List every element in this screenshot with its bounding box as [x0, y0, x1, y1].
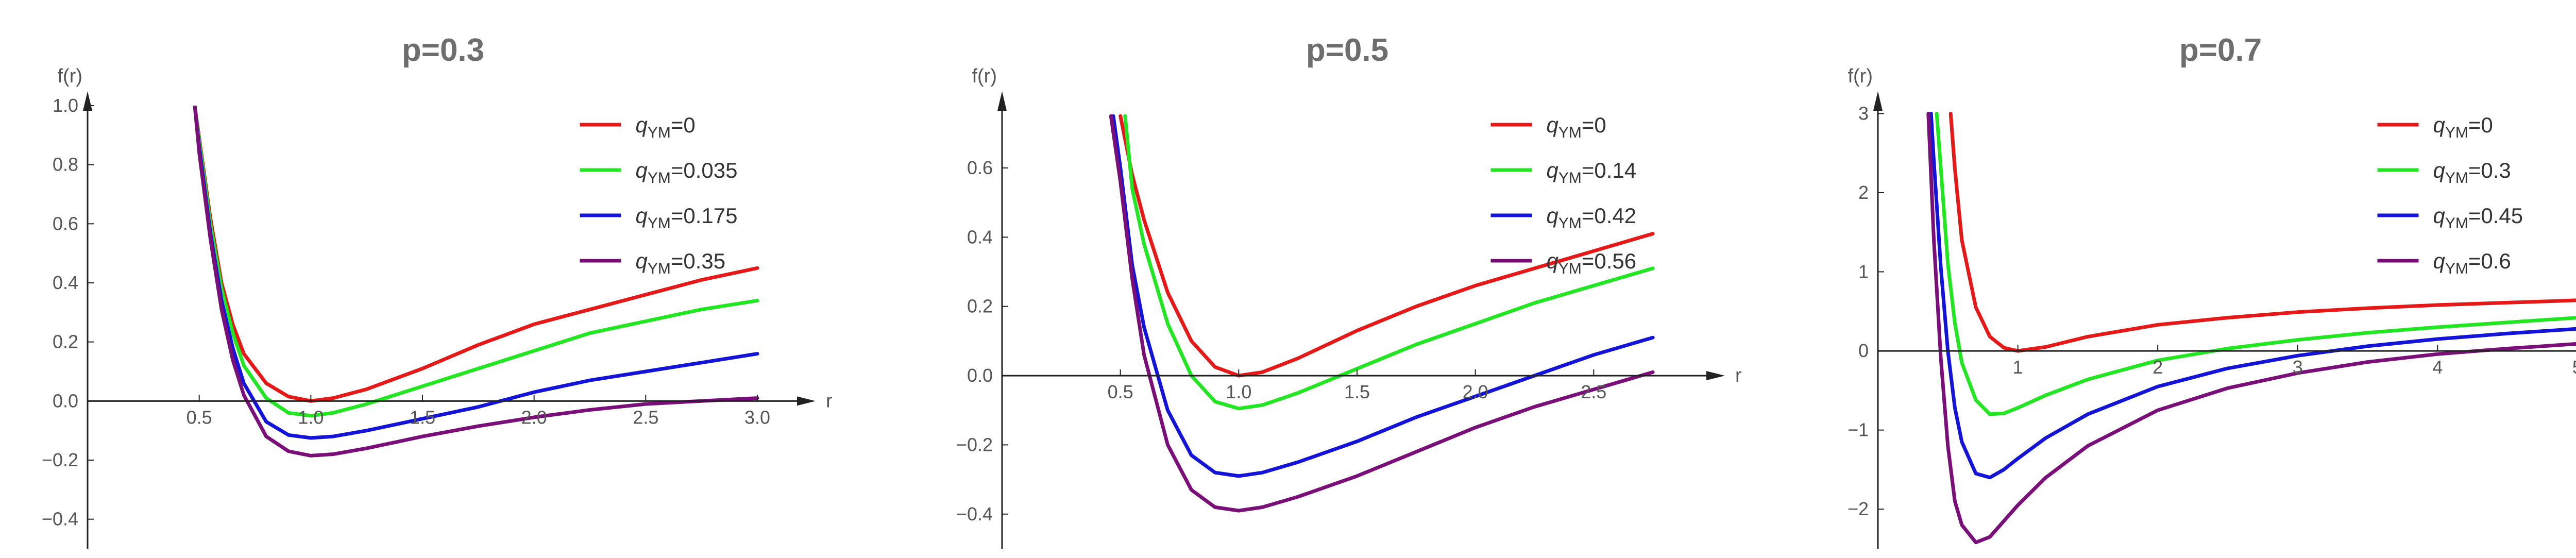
series-line-1: [1935, 111, 2576, 416]
series-line-3: [1109, 114, 1655, 513]
chart-title: p=0.3: [402, 32, 484, 68]
x-tick-label-1: 1.0: [1226, 381, 1251, 402]
y-axis-arrow: [1873, 91, 1883, 111]
y-tick-label-3: 0.2: [53, 331, 78, 352]
chart-panel-p07: p=0.7f(r)r12345−2−10123qYM=0qYM=0.3qYM=0…: [1752, 0, 2576, 558]
y-tick-label-1: −0.2: [956, 434, 993, 455]
chart-svg-p07: p=0.7f(r)r12345−2−10123qYM=0qYM=0.3qYM=0…: [1848, 32, 2576, 549]
y-tick-label-2: 0.0: [967, 365, 993, 386]
x-axis-label: r: [1735, 365, 1742, 386]
series-line-3: [1926, 111, 2576, 545]
y-axis-label: f(r): [1848, 65, 1873, 87]
chart-panel-p05: p=0.5 f(r) r 0.5 1.0 1.5 2.0 2.5 −0.4 −0.2 0.0 0.2 0…: [876, 0, 1752, 558]
series-line-0: [1948, 111, 2576, 353]
y-axis-label: f(r): [57, 65, 82, 87]
x-tick-label-3: 2.0: [521, 407, 547, 428]
y-tick-label-5: 0.6: [53, 213, 78, 234]
legend-label-0: qYM=0: [1547, 113, 1606, 141]
chart-svg-p03: p=0.3 f(r) r 0.5 1.0 1.5 2.0 2.5 3.0 −0.4 −0.2 0.0 0…: [42, 32, 833, 549]
plot-area: [1109, 114, 1655, 513]
y-tick-label-3: 0.2: [967, 296, 993, 317]
y-tick-label-4: 0.4: [967, 226, 993, 247]
x-axis-arrow: [797, 396, 816, 406]
series-line-2: [1111, 114, 1655, 478]
x-tick-label-4: 2.5: [633, 407, 658, 428]
x-axis-label: r: [826, 390, 833, 412]
plot-area: [1926, 111, 2576, 545]
y-tick-label-0: −0.4: [956, 503, 993, 525]
y-tick-label-0: −0.4: [42, 509, 78, 530]
y-tick-label-1: −1: [1848, 419, 1869, 441]
series-line-1: [1123, 114, 1655, 411]
legend-label-1: qYM=0.14: [1547, 158, 1637, 187]
plot-area: [193, 106, 759, 458]
x-tick-label-3: 2.0: [1463, 381, 1488, 402]
chart-svg-p05: p=0.5 f(r) r 0.5 1.0 1.5 2.0 2.5 −0.4 −0.2 0.0 0.2 0…: [956, 32, 1742, 549]
chart-title: p=0.5: [1306, 32, 1388, 68]
legend-label-2: qYM=0.42: [1547, 204, 1637, 232]
x-axis-arrow: [1706, 371, 1725, 381]
y-axis-arrow: [997, 91, 1007, 111]
x-tick-label-3: 4: [2432, 357, 2443, 378]
x-tick-label-2: 3: [2293, 357, 2303, 378]
y-tick-label-1: −0.2: [42, 449, 78, 470]
y-tick-label-5: 3: [1858, 103, 1869, 124]
y-tick-label-6: 0.8: [53, 154, 78, 175]
x-tick-label-0: 1: [2013, 357, 2023, 378]
x-tick-label-2: 1.5: [410, 407, 435, 428]
y-tick-label-4: 2: [1858, 182, 1869, 203]
legend-label-2: qYM=0.45: [2433, 204, 2523, 232]
x-tick-label-5: 3.0: [744, 407, 770, 428]
legend-label-1: qYM=0.035: [636, 158, 738, 187]
x-tick-label-2: 1.5: [1344, 381, 1370, 402]
legend-label-1: qYM=0.3: [2433, 158, 2511, 187]
y-axis-arrow: [83, 91, 92, 111]
y-tick-label-0: −2: [1848, 498, 1869, 519]
legend-label-3: qYM=0.6: [2433, 249, 2511, 277]
y-tick-label-2: 0.0: [53, 390, 78, 411]
y-tick-label-7: 1.0: [53, 95, 78, 116]
y-tick-label-4: 0.4: [53, 272, 78, 293]
x-tick-label-0: 0.5: [1108, 381, 1133, 402]
series-line-0: [1118, 114, 1655, 378]
x-tick-label-1: 2: [2153, 357, 2163, 378]
chart-panel-p03: p=0.3 f(r) r 0.5 1.0 1.5 2.0 2.5 3.0 −0.4 −0.2 0.0 0…: [0, 0, 876, 558]
series-line-1: [193, 106, 759, 418]
x-tick-label-1: 1.0: [298, 407, 324, 428]
x-tick-label-4: 2.5: [1581, 381, 1606, 402]
chart-title: p=0.7: [2179, 32, 2262, 68]
legend-label-0: qYM=0: [636, 113, 696, 141]
y-tick-label-3: 1: [1858, 261, 1869, 282]
legend-label-3: qYM=0.35: [636, 249, 726, 277]
legend-label-3: qYM=0.56: [1547, 249, 1637, 277]
legend-label-2: qYM=0.175: [636, 204, 738, 232]
series-line-3: [193, 106, 759, 458]
legend-label-0: qYM=0: [2433, 113, 2493, 141]
x-tick-label-4: 5: [2572, 357, 2576, 378]
x-tick-label-0: 0.5: [187, 407, 212, 428]
y-tick-label-5: 0.6: [967, 157, 993, 178]
y-tick-label-2: 0: [1858, 340, 1869, 361]
y-axis-label: f(r): [972, 65, 997, 87]
